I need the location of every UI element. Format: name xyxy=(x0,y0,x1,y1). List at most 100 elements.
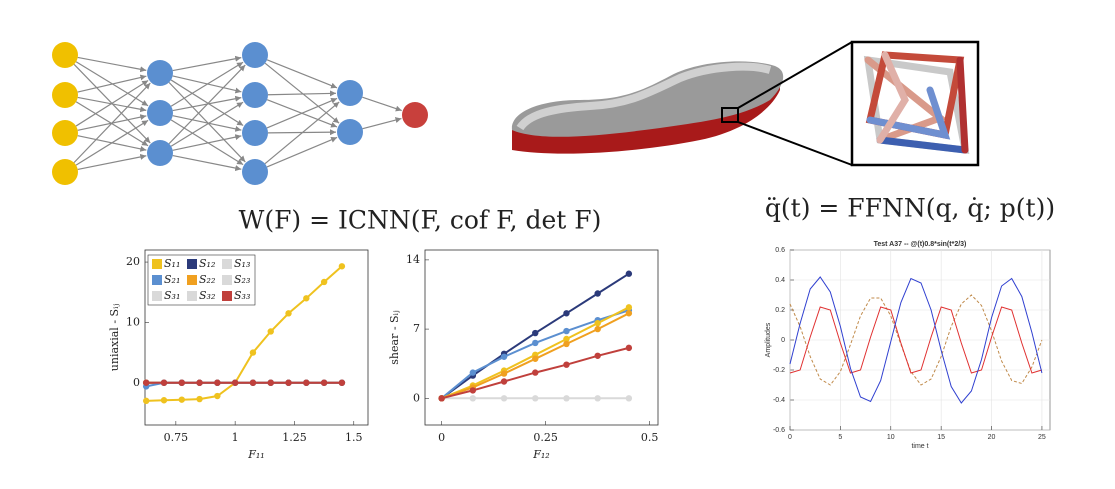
legend-swatch xyxy=(222,291,232,301)
legend-box xyxy=(147,254,256,306)
charts: 0 10 20 0.75 1 1.25 1.5 F₁₁ uniaxial - Sᵢⱼ S₁₁ S₁₂… xyxy=(108,241,1051,461)
x-axis-label: F₁₁ xyxy=(247,448,264,461)
edge xyxy=(73,82,151,164)
equation-left: W(F) = ICNN(F, cof F, det F) xyxy=(239,206,602,235)
y-tick-label: 10 xyxy=(126,315,140,328)
legend-label: S₁₂ xyxy=(199,257,215,270)
legend-swatch xyxy=(152,259,162,269)
y-tick-label: 0.6 xyxy=(775,247,785,254)
insole-top xyxy=(511,61,784,137)
y-tick-label: 7 xyxy=(413,322,420,335)
data-point xyxy=(338,379,346,386)
neuron xyxy=(52,120,78,146)
data-point xyxy=(594,290,601,297)
data-point xyxy=(214,379,221,386)
data-point xyxy=(625,304,633,311)
data-point xyxy=(532,369,539,376)
edge xyxy=(170,61,244,107)
data-point xyxy=(196,395,203,403)
chart-title: Test A37 -- @(t)0.8*sin(t*2/3) xyxy=(874,241,967,248)
legend-swatch xyxy=(187,275,197,285)
legend-swatch xyxy=(152,275,162,285)
y-tick-label: 20 xyxy=(126,255,140,268)
edge xyxy=(172,55,242,72)
data-point xyxy=(532,339,539,347)
edge xyxy=(362,117,402,130)
data-point xyxy=(320,278,328,286)
edge xyxy=(170,119,244,166)
edge xyxy=(172,115,242,132)
data-point xyxy=(320,379,328,386)
legend-label: S₂₁ xyxy=(164,273,180,286)
data-point xyxy=(594,395,601,402)
y-tick-label: 0.4 xyxy=(775,277,785,284)
legend-label: S₃₂ xyxy=(199,289,215,302)
x-tick-label: 0.75 xyxy=(164,431,189,444)
legend-swatch xyxy=(187,291,197,301)
x-tick-label: 0.25 xyxy=(533,431,558,444)
data-point xyxy=(285,310,292,317)
series-line xyxy=(789,306,1043,374)
data-point xyxy=(563,335,570,343)
zoom-line xyxy=(737,121,853,166)
x-tick-label: 20 xyxy=(988,434,996,441)
zoom-box xyxy=(721,107,739,123)
data-point xyxy=(532,329,539,337)
legend-label: S₃₃ xyxy=(234,289,250,302)
data-point xyxy=(500,395,508,402)
x-tick-label: 0 xyxy=(438,431,445,444)
x-tick-label: 5 xyxy=(838,434,842,441)
legend-swatch xyxy=(187,259,197,269)
x-tick-label: 1.5 xyxy=(345,431,363,444)
x-tick-label: 25 xyxy=(1038,434,1046,441)
edge xyxy=(168,81,246,163)
edge xyxy=(75,119,149,166)
data-point xyxy=(563,310,570,317)
x-tick-label: 15 xyxy=(937,434,945,441)
equation-right: q̈(t) = FFNN(q, q̇; p(t)) xyxy=(765,194,1055,223)
data-point xyxy=(563,340,570,348)
edge xyxy=(266,97,338,129)
neuron xyxy=(402,102,428,128)
neuron xyxy=(242,42,268,68)
legend-label: S₁₁ xyxy=(164,257,180,270)
data-point xyxy=(625,344,633,352)
edge xyxy=(264,101,340,165)
data-point xyxy=(563,395,570,402)
neuron xyxy=(147,100,173,126)
neuron xyxy=(337,80,363,106)
edge xyxy=(172,134,242,151)
data-point xyxy=(160,379,168,386)
data-point xyxy=(160,397,168,404)
x-tick-label: 0.5 xyxy=(641,431,659,444)
y-tick-label: 0.2 xyxy=(775,307,785,314)
insole-side xyxy=(512,72,780,154)
data-point xyxy=(469,387,477,394)
legend-swatch xyxy=(152,291,162,301)
edge xyxy=(264,62,340,124)
series-line xyxy=(789,294,1043,386)
data-point xyxy=(594,325,601,333)
edge xyxy=(77,56,147,73)
neuron xyxy=(242,82,268,108)
legend-swatch xyxy=(222,275,232,285)
legend-label: S₂₃ xyxy=(234,273,250,286)
zoom-line xyxy=(737,41,853,109)
x-tick-label: 10 xyxy=(887,434,895,441)
data-point xyxy=(267,328,274,335)
data-point xyxy=(500,353,508,360)
edge xyxy=(77,74,147,93)
legend-swatch xyxy=(222,259,232,269)
data-point xyxy=(625,310,633,317)
neuron xyxy=(52,159,78,185)
data-point xyxy=(249,349,257,356)
data-point xyxy=(338,263,346,270)
edge xyxy=(168,64,246,145)
data-point xyxy=(532,355,539,362)
y-tick-label: -0.4 xyxy=(773,397,785,404)
neuron xyxy=(52,82,78,108)
y-tick-label: 0 xyxy=(781,337,785,344)
data-point xyxy=(563,327,570,335)
data-point xyxy=(500,370,508,377)
y-axis-label: Amplitudes xyxy=(765,322,772,357)
